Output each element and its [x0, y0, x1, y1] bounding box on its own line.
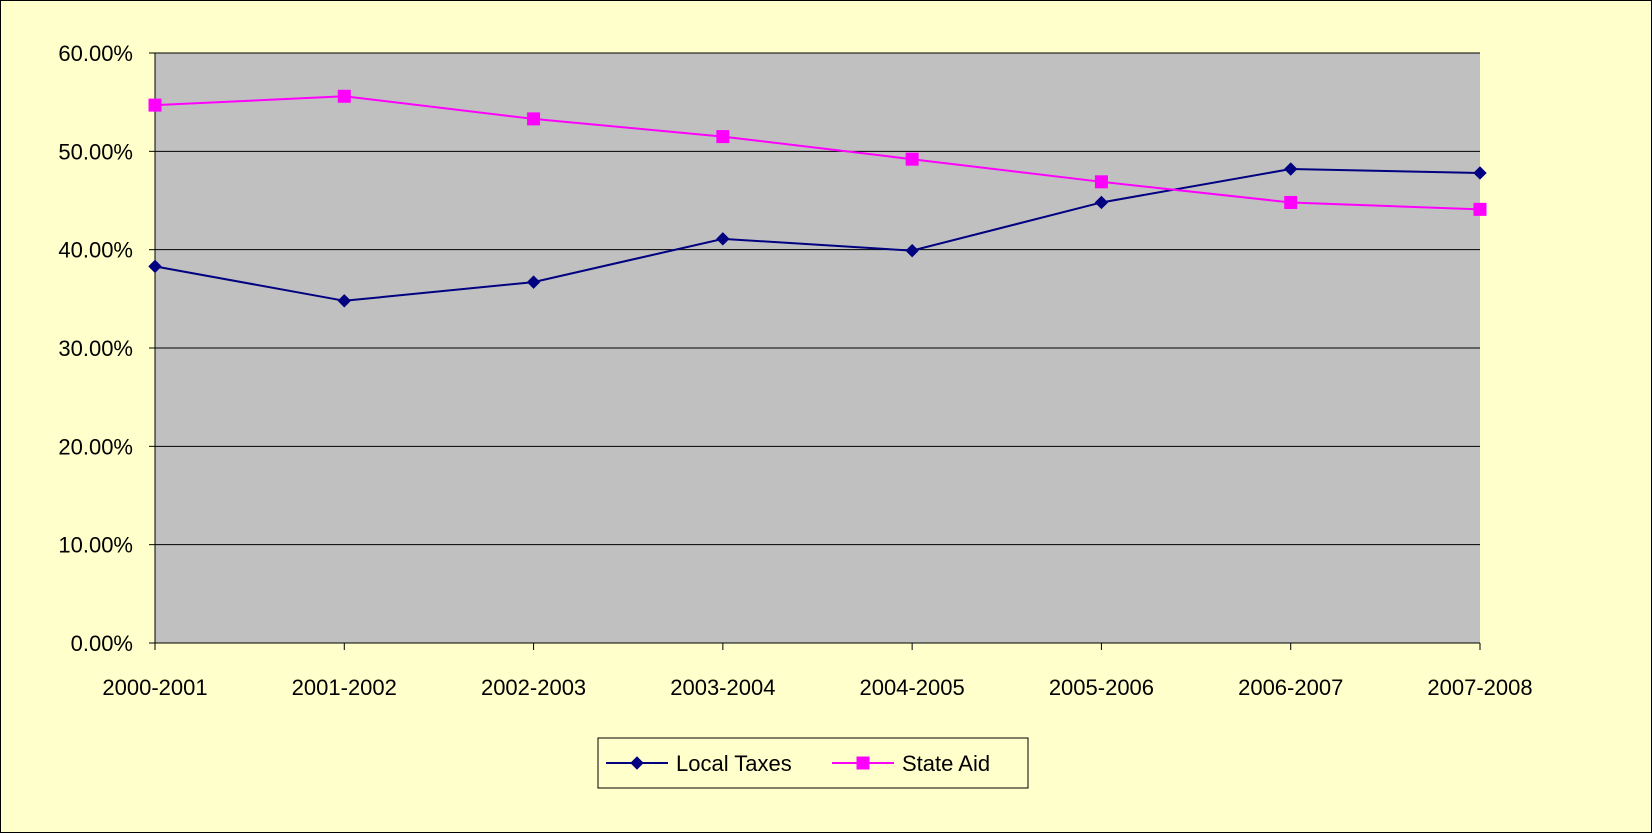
legend-marker-local-taxes [630, 756, 644, 770]
data-point-local-taxes [1473, 166, 1487, 180]
x-tick-label: 2007-2008 [1427, 675, 1532, 700]
data-point-local-taxes [1284, 162, 1298, 176]
legend-label-state-aid: State Aid [902, 751, 990, 776]
y-tick-label: 20.00% [58, 434, 133, 459]
y-tick-label: 0.00% [71, 631, 133, 656]
x-axis-ticks: 2000-2001 2001-2002 2002-2003 2003-2004 2004… [102, 643, 1533, 700]
data-point-state-aid [1284, 195, 1298, 209]
series-layer [148, 89, 1487, 308]
x-tick-label: 2001-2002 [292, 675, 397, 700]
legend-marker-state-aid [856, 756, 870, 770]
x-tick-label: 2003-2004 [670, 675, 775, 700]
x-tick-label: 2005-2006 [1049, 675, 1154, 700]
y-tick-label: 10.00% [58, 533, 133, 558]
data-point-state-aid [1473, 202, 1487, 216]
data-point-state-aid [337, 89, 351, 103]
data-point-state-aid [527, 112, 541, 126]
x-tick-label: 2000-2001 [102, 675, 207, 700]
data-point-state-aid [905, 152, 919, 166]
legend: Local Taxes State Aid [597, 737, 1029, 789]
y-tick-label: 40.00% [58, 238, 133, 263]
data-point-local-taxes [1094, 195, 1109, 210]
data-point-local-taxes [716, 232, 730, 246]
data-point-state-aid [1094, 175, 1108, 189]
y-axis-ticks: 0.00% 10.00% 20.00% 30.00% 40.00% 50.00% 60.00… [58, 41, 155, 656]
x-tick-label: 2006-2007 [1238, 675, 1343, 700]
legend-label-local-taxes: Local Taxes [676, 751, 792, 776]
x-tick-label: 2004-2005 [860, 675, 965, 700]
y-tick-label: 60.00% [58, 41, 133, 66]
data-point-state-aid [716, 130, 730, 144]
data-point-state-aid [148, 98, 162, 112]
gridlines [155, 52, 1480, 546]
data-point-local-taxes [337, 294, 351, 308]
legend-box [597, 737, 1029, 789]
x-tick-label: 2002-2003 [481, 675, 586, 700]
y-tick-label: 50.00% [58, 139, 133, 164]
data-point-local-taxes [905, 243, 919, 258]
series-line-state-aid [154, 95, 1481, 211]
y-tick-label: 30.00% [58, 336, 133, 361]
data-point-local-taxes [526, 275, 541, 289]
data-point-local-taxes [148, 259, 162, 274]
series-local-taxes [148, 162, 1487, 308]
series-state-aid [148, 89, 1487, 216]
series-line-local-taxes [154, 168, 1481, 302]
